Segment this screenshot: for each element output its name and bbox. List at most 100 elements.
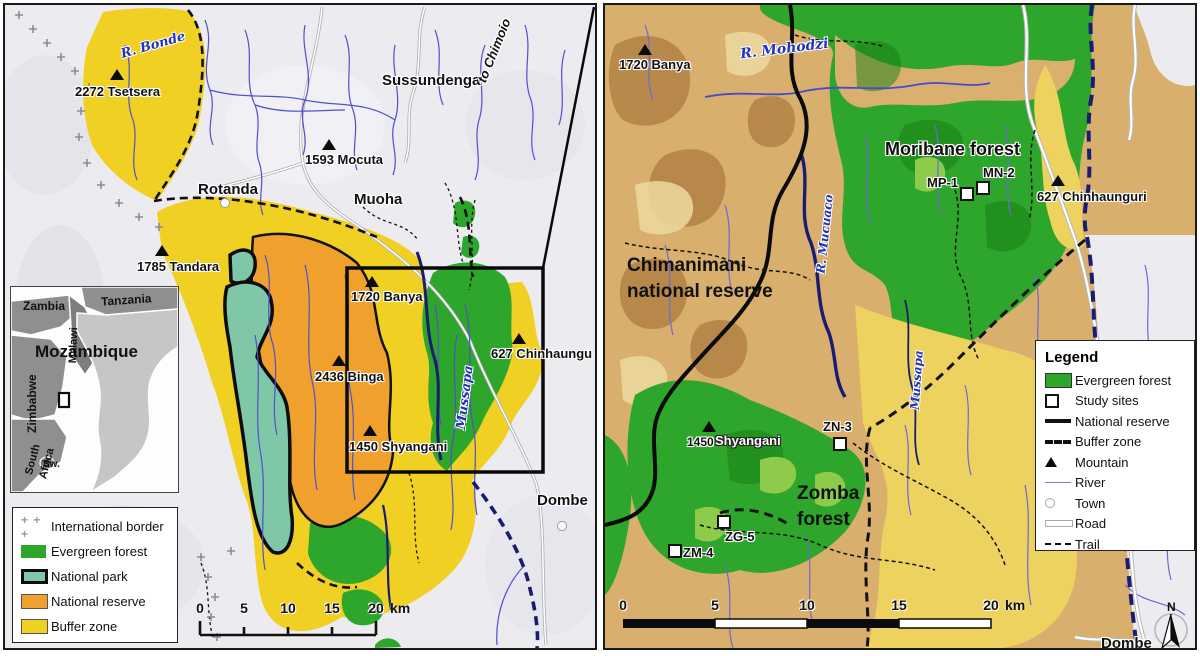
- legend-item-town: Town: [1045, 493, 1185, 514]
- buffer-zone-swatch: [21, 619, 48, 634]
- scalebar-tick-label: 10: [799, 597, 815, 613]
- roads: [206, 6, 548, 646]
- mountain-label-tsetsera: 2272 Tsetsera: [75, 84, 161, 99]
- forest-label-moribane: Moribane forest: [885, 139, 1021, 159]
- scalebar-tick-label: 0: [196, 600, 204, 616]
- buffer-boundary-dashes: [152, 9, 475, 589]
- scalebar-tick-label: 20: [983, 597, 999, 613]
- forest-shading: [725, 41, 1032, 485]
- legend-label: Evergreen forest: [51, 544, 148, 559]
- inset-label-zimbabwe: Zimbabwe: [25, 374, 39, 433]
- scalebar-tick-label: 20: [368, 600, 384, 616]
- legend-label: River: [1075, 475, 1106, 491]
- mountain-label-shyangani: 1450 Shyangani: [349, 439, 448, 454]
- mountain-icon: [332, 355, 346, 366]
- legend-item-national-park: National park: [21, 564, 169, 589]
- mountain-icon: [322, 139, 336, 150]
- mountain-label-mocuta: 1593 Mocuta: [305, 152, 384, 167]
- mountain-icon: [1051, 175, 1065, 186]
- mountain-icon: [638, 44, 652, 55]
- national-reserve-swatch: [21, 594, 48, 609]
- overview-legend: + + + International border Evergreen for…: [12, 507, 178, 643]
- legend-item-mountain: Mountain: [1045, 452, 1185, 473]
- town-label-dombe: Dombe: [1101, 635, 1152, 650]
- mountain-icon: [365, 276, 379, 287]
- detail-scalebar: 0 5 10 15 20 km: [617, 597, 1037, 639]
- trail-dash-icon: [1045, 543, 1071, 546]
- study-site-marker-mn2: [976, 181, 990, 195]
- scalebar-tick-label: 0: [619, 597, 627, 613]
- national-park-areas: [223, 248, 295, 555]
- legend-item-evergreen-forest: Evergreen forest: [1045, 370, 1185, 391]
- mountain-icon: [110, 69, 124, 80]
- reserve-line-icon: [1045, 419, 1071, 424]
- national-park-swatch: [21, 569, 48, 584]
- scalebar-unit: km: [390, 600, 411, 616]
- mountain-label-banya: 1720 Banya: [619, 57, 691, 72]
- legend-item-study-sites: Study sites: [1045, 391, 1185, 412]
- legend-label: Road: [1075, 516, 1107, 532]
- detail-map-panel: 1720 Banya R. Mohodzi Moribane forest MP…: [603, 3, 1197, 650]
- road-line-icon: [1045, 520, 1073, 528]
- zoom-connector-line: [541, 6, 595, 269]
- site-label-zn3: ZN-3: [823, 419, 852, 434]
- buffer-boundary-dashes: [719, 238, 1086, 648]
- legend-label: National reserve: [1075, 413, 1170, 429]
- navy-border-dashes: [1082, 5, 1139, 648]
- site-label-mp1: MP-1: [927, 175, 959, 190]
- legend-item-buffer-zone: Buffer zone: [1045, 432, 1185, 453]
- mountain-icon: [702, 421, 716, 432]
- legend-item-evergreen-forest: Evergreen forest: [21, 539, 169, 564]
- legend-label: Buffer zone: [1075, 434, 1142, 450]
- reserve-label-line1: Chimanimani: [627, 255, 747, 276]
- forest-label-zomba-line1: Zomba: [797, 483, 860, 504]
- mountain-icon: [1045, 457, 1057, 468]
- scalebar-bar: [623, 618, 992, 629]
- town-marker: [220, 198, 230, 208]
- border-cross-icon: + + +: [21, 512, 42, 541]
- mountain-icon: [512, 333, 526, 344]
- mountain-icon: [363, 425, 377, 436]
- scalebar-tick-label: 5: [240, 600, 248, 616]
- trails: [624, 34, 1036, 571]
- detail-legend: Legend Evergreen forest Study sites Nati…: [1035, 340, 1195, 552]
- inset-label-zambia: Zambia: [23, 299, 66, 313]
- mountain-label-binga: 2436 Binga: [315, 369, 384, 384]
- roads: [1020, 5, 1149, 648]
- scalebar-bracket: [198, 621, 378, 637]
- study-site-marker-zm4: [668, 544, 682, 558]
- town-marker: [557, 521, 567, 531]
- site-label-mn2: MN-2: [983, 165, 1015, 180]
- river-line-icon: [1045, 482, 1071, 484]
- site-label-zg5: ZG-5: [725, 529, 755, 544]
- trails: [200, 182, 476, 639]
- legend-label: Buffer zone: [51, 619, 118, 634]
- mountain-label-banya: 1720 Banya: [351, 289, 423, 304]
- buffer-zone-areas: [855, 65, 1085, 648]
- inset-label-swaziland: Sw.: [43, 459, 60, 470]
- study-site-marker-mp1: [960, 187, 974, 201]
- buffer-dash-icon: [1045, 439, 1071, 444]
- ridge-highlights: [620, 31, 772, 406]
- site-label-zm4: ZM-4: [683, 545, 714, 560]
- legend-title: Legend: [1045, 349, 1099, 366]
- north-arrow-art: [1154, 613, 1188, 648]
- scalebar-tick-label: 15: [324, 600, 340, 616]
- legend-label: Study sites: [1075, 393, 1139, 409]
- navy-border-lines: [381, 251, 540, 648]
- north-label: N: [1167, 600, 1176, 614]
- navy-rivers: [799, 152, 920, 466]
- mountain-label-shyangani: Shyangani: [715, 433, 781, 448]
- legend-label: Town: [1075, 495, 1106, 511]
- legend-item-trail: Trail: [1045, 534, 1185, 555]
- legend-label: Mountain: [1075, 454, 1129, 470]
- inset-label-mozambique: Mozambique: [35, 342, 138, 361]
- zoom-extent-rectangle: [345, 266, 545, 474]
- place-label-rotanda: Rotanda: [198, 181, 258, 198]
- legend-label: Evergreen forest: [1075, 372, 1172, 388]
- legend-item-international-border: + + + International border: [21, 512, 169, 541]
- town-circle-icon: [1045, 498, 1055, 509]
- study-site-marker-zn3: [833, 437, 847, 451]
- legend-item-national-reserve: National reserve: [21, 589, 169, 614]
